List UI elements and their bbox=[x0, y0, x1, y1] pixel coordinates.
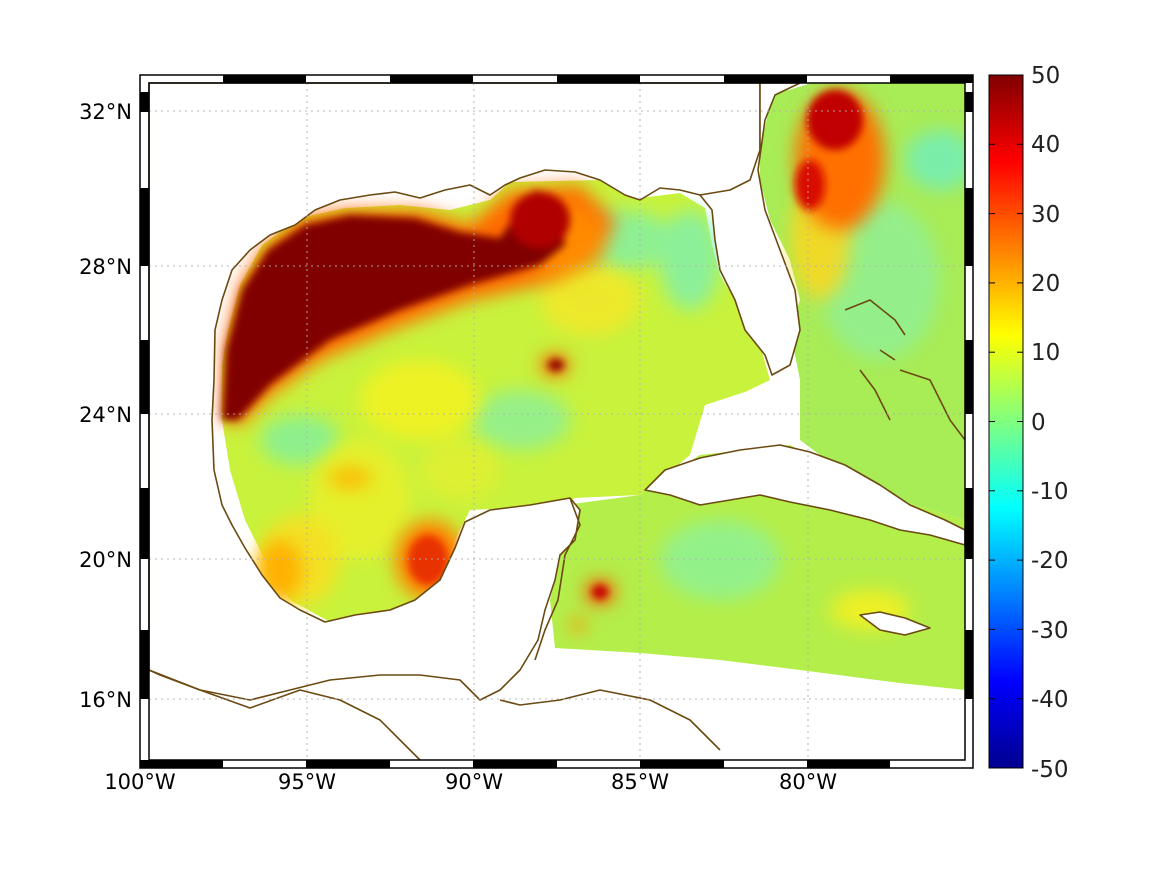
colorbar-tick: 30 bbox=[1031, 202, 1060, 228]
lon-tick-labels: 100°W 95°W 90°W 85°W 80°W bbox=[104, 770, 837, 794]
lon-tick: 85°W bbox=[611, 770, 669, 794]
lat-tick: 32°N bbox=[79, 100, 132, 124]
lon-tick: 80°W bbox=[779, 770, 837, 794]
lon-tick: 90°W bbox=[445, 770, 503, 794]
colorbar-tick: -30 bbox=[1031, 618, 1069, 644]
coastlines bbox=[148, 82, 966, 761]
colorbar-tick: -10 bbox=[1031, 479, 1069, 505]
central-america bbox=[148, 669, 721, 761]
lon-tick: 100°W bbox=[104, 770, 176, 794]
lat-tick: 28°N bbox=[79, 255, 132, 279]
colorbar-tick: 40 bbox=[1031, 132, 1060, 158]
colorbar-tick: 20 bbox=[1031, 271, 1060, 297]
florida bbox=[699, 82, 801, 376]
yucatan bbox=[534, 497, 581, 661]
colorbar-tick: 50 bbox=[1031, 63, 1060, 89]
northwest-shelf-core bbox=[222, 190, 565, 420]
lat-tick: 24°N bbox=[79, 403, 132, 427]
lat-tick: 20°N bbox=[79, 548, 132, 572]
colorbar: 50 40 30 20 10 0 -10 -20 -30 -40 -50 bbox=[988, 63, 1069, 783]
jamaica bbox=[859, 611, 931, 636]
bahamas bbox=[844, 299, 966, 441]
lat-tick-labels: 32°N 28°N 24°N 20°N 16°N bbox=[79, 100, 132, 712]
colorbar-tick: -50 bbox=[1031, 757, 1069, 783]
colorbar-tick-labels: 50 40 30 20 10 0 -10 -20 -30 -40 -50 bbox=[1031, 63, 1069, 783]
colorbar-tick: -40 bbox=[1031, 687, 1069, 713]
us-land bbox=[148, 82, 761, 701]
lat-tick: 16°N bbox=[79, 688, 132, 712]
lon-tick: 95°W bbox=[278, 770, 336, 794]
colorbar-tick: 10 bbox=[1031, 340, 1060, 366]
colorbar-tick: 0 bbox=[1031, 410, 1046, 436]
colorbar-tick: -20 bbox=[1031, 548, 1069, 574]
gridlines bbox=[149, 83, 965, 760]
map-frame bbox=[139, 74, 974, 769]
